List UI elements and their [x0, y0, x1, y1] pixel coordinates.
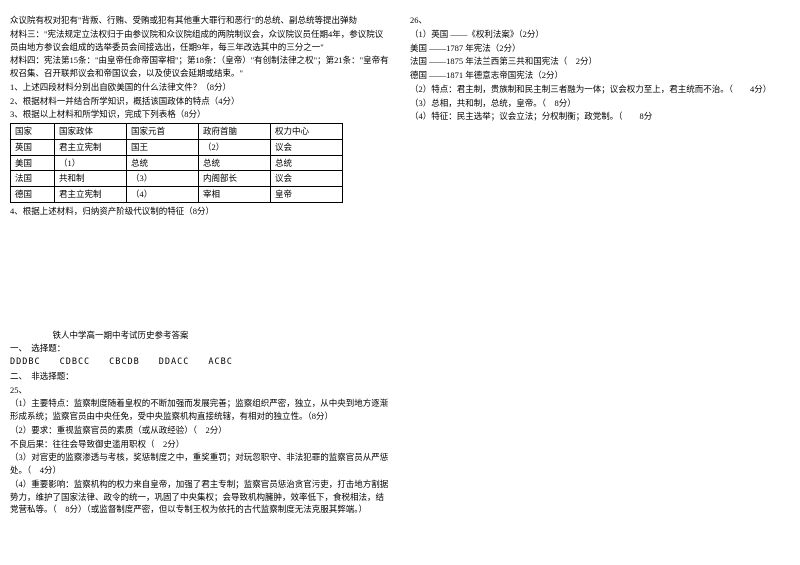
- table-cell: （4）: [127, 187, 199, 203]
- table-cell: 国家: [11, 124, 55, 140]
- answer-text: （2）特点：君主制，贵族制和民主制三者融为一体；议会权力至上，君主统而不治。（ …: [410, 83, 790, 96]
- question-3: 3、根据以上材料和所学知识，完成下列表格（8分）: [10, 108, 390, 121]
- table-row: 国家 国家政体 国家元首 政府首脑 权力中心: [11, 124, 343, 140]
- table-cell: 皇帝: [271, 187, 343, 203]
- table-cell: 国王: [127, 139, 199, 155]
- answer-text: （1）主要特点：监察制度随着皇权的不断加强而发展完善；监察组织严密，独立，从中央…: [10, 397, 390, 423]
- answer-title: 铁人中学高一期中考试历史参考答案: [10, 329, 390, 342]
- answer-table: 国家 国家政体 国家元首 政府首脑 权力中心 英国 君主立宪制 国王 （2） 议…: [10, 123, 343, 203]
- choice-answers: DDDBC CDBCC CBCDB DDACC ACBC: [10, 356, 390, 369]
- table-cell: 议会: [271, 139, 343, 155]
- left-column: 众议院有权对犯有"背叛、行贿、受贿或犯有其他重大罪行和恶行"的总统、副总统等提出…: [0, 0, 400, 565]
- table-cell: 君主立宪制: [55, 187, 127, 203]
- answer-text: （1）英国 ——《权利法案》（2分）: [410, 28, 790, 41]
- table-cell: 英国: [11, 139, 55, 155]
- table-cell: 国家元首: [127, 124, 199, 140]
- table-cell: 总统: [271, 155, 343, 171]
- section-label: 一、 选择题：: [10, 342, 390, 355]
- answer-text: （4）特征：民主选举；议会立法；分权制衡；政党制。（ 8分: [410, 110, 790, 123]
- table-cell: 权力中心: [271, 124, 343, 140]
- answer-text: （4）重要影响：监察机构的权力来自皇帝，加强了君主专制；监察官员惩治贪官污吏，打…: [10, 478, 390, 516]
- answer-text: 美国 ——1787 年宪法（2分）: [410, 42, 790, 55]
- table-cell: 君主立宪制: [55, 139, 127, 155]
- table-cell: 议会: [271, 171, 343, 187]
- table-cell: 宰相: [199, 187, 271, 203]
- table-row: 英国 君主立宪制 国王 （2） 议会: [11, 139, 343, 155]
- table-cell: （3）: [127, 171, 199, 187]
- question-2: 2、根据材料一并结合所学知识，概括该国政体的特点（4分）: [10, 95, 390, 108]
- table-cell: 政府首脑: [199, 124, 271, 140]
- answer-text: （3）对官吏的监察渗透与考核，奖惩制度之中，重奖重罚；对玩忽职守、非法犯罪的监察…: [10, 451, 390, 477]
- material-text: 材料四：宪法第15条："由皇帝任命帝国宰相"；第18条：（皇帝）"有创制法律之权…: [10, 54, 390, 80]
- table-cell: 共和制: [55, 171, 127, 187]
- table-cell: 法国: [11, 171, 55, 187]
- answer-text: 不良后果：往往会导致御史滥用职权（ 2分）: [10, 438, 390, 451]
- question-1: 1、上述四段材料分别出自欧美国的什么法律文件？（8分）: [10, 81, 390, 94]
- question-4: 4、根据上述材料，归纳资产阶级代议制的特征（8分）: [10, 205, 390, 218]
- answer-text: 德国 ——1871 年德意志帝国宪法（2分）: [410, 69, 790, 82]
- table-cell: （2）: [199, 139, 271, 155]
- spacer: [10, 219, 390, 329]
- answer-text: （2）要求：重视监察官员的素质（或从政经验）（ 2分）: [10, 424, 390, 437]
- table-row: 德国 君主立宪制 （4） 宰相 皇帝: [11, 187, 343, 203]
- table-cell: 国家政体: [55, 124, 127, 140]
- material-text: 材料三："宪法规定立法权归于由参议院和众议院组成的两院制议会，众议院议员任期4年…: [10, 28, 390, 54]
- table-row: 美国 （1） 总统 总统 总统: [11, 155, 343, 171]
- table-cell: 美国: [11, 155, 55, 171]
- right-column: 26、 （1）英国 ——《权利法案》（2分） 美国 ——1787 年宪法（2分）…: [400, 0, 800, 565]
- table-cell: 内阁部长: [199, 171, 271, 187]
- table-row: 法国 共和制 （3） 内阁部长 议会: [11, 171, 343, 187]
- table-cell: 总统: [199, 155, 271, 171]
- material-text: 众议院有权对犯有"背叛、行贿、受贿或犯有其他重大罪行和恶行"的总统、副总统等提出…: [10, 14, 390, 27]
- table-cell: （1）: [55, 155, 127, 171]
- answer-26: 26、: [410, 14, 790, 27]
- answer-text: （3）总相，共和制，总统，皇帝。（ 8分）: [410, 97, 790, 110]
- answer-text: 法国 ——1875 年法兰西第三共和国宪法（ 2分）: [410, 55, 790, 68]
- table-cell: 德国: [11, 187, 55, 203]
- section-label: 二、 非选择题：: [10, 370, 390, 383]
- table-cell: 总统: [127, 155, 199, 171]
- answer-25: 25、: [10, 384, 390, 397]
